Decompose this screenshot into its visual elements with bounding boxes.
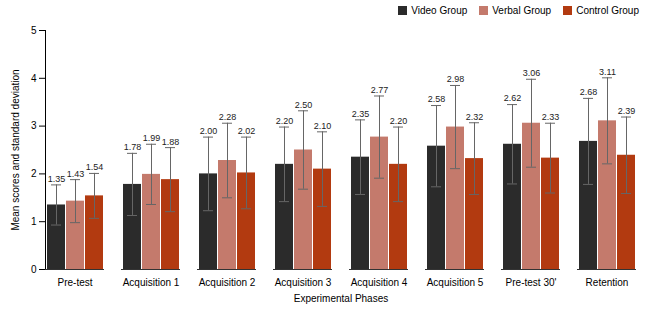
svg-text:2.68: 2.68 <box>580 87 598 97</box>
svg-text:1.78: 1.78 <box>124 142 142 152</box>
svg-text:Acquisition 3: Acquisition 3 <box>275 277 332 288</box>
svg-text:2.50: 2.50 <box>295 100 313 110</box>
svg-text:2: 2 <box>31 168 37 179</box>
svg-text:1.35: 1.35 <box>48 174 66 184</box>
svg-text:1.54: 1.54 <box>86 162 104 172</box>
svg-text:Acquisition 1: Acquisition 1 <box>123 277 180 288</box>
svg-text:1: 1 <box>31 216 37 227</box>
svg-text:1.43: 1.43 <box>67 169 85 179</box>
svg-text:2.10: 2.10 <box>314 121 332 131</box>
svg-text:Pre-test: Pre-test <box>57 277 92 288</box>
svg-text:5: 5 <box>31 25 37 36</box>
svg-text:4: 4 <box>31 73 37 84</box>
svg-text:2.33: 2.33 <box>542 112 560 122</box>
svg-text:2.02: 2.02 <box>238 126 256 136</box>
svg-text:2.77: 2.77 <box>371 85 389 95</box>
svg-text:Acquisition 2: Acquisition 2 <box>199 277 256 288</box>
svg-text:2.98: 2.98 <box>447 74 465 84</box>
svg-text:3.11: 3.11 <box>599 67 616 77</box>
svg-text:2.62: 2.62 <box>504 93 522 103</box>
svg-text:3.06: 3.06 <box>523 68 541 78</box>
html-text:Verbal Group: Verbal Group <box>492 4 552 16</box>
svg-text:Acquisition 4: Acquisition 4 <box>351 277 408 288</box>
html-text:Control Group: Control Group <box>576 4 639 16</box>
svg-text:Pre-test 30': Pre-test 30' <box>506 277 557 288</box>
svg-text:Retention: Retention <box>586 277 629 288</box>
svg-text:1.99: 1.99 <box>143 133 161 143</box>
svg-text:2.39: 2.39 <box>618 106 636 116</box>
svg-text:Mean scores and standard devia: Mean scores and standard deviation <box>10 69 21 230</box>
svg-text:2.58: 2.58 <box>428 94 446 104</box>
svg-text:3: 3 <box>31 120 37 131</box>
svg-text:0: 0 <box>31 264 37 275</box>
svg-text:2.20: 2.20 <box>276 116 294 126</box>
svg-text:2.20: 2.20 <box>390 116 408 126</box>
html-text:Video Group: Video Group <box>411 4 468 16</box>
svg-text:2.00: 2.00 <box>200 126 218 136</box>
svg-text:1.88: 1.88 <box>162 136 180 146</box>
svg-text:2.32: 2.32 <box>466 112 484 122</box>
svg-text:2.28: 2.28 <box>219 112 237 122</box>
svg-text:Acquisition 5: Acquisition 5 <box>427 277 484 288</box>
svg-text:2.35: 2.35 <box>352 109 370 119</box>
svg-text:Experimental Phases: Experimental Phases <box>294 293 389 304</box>
